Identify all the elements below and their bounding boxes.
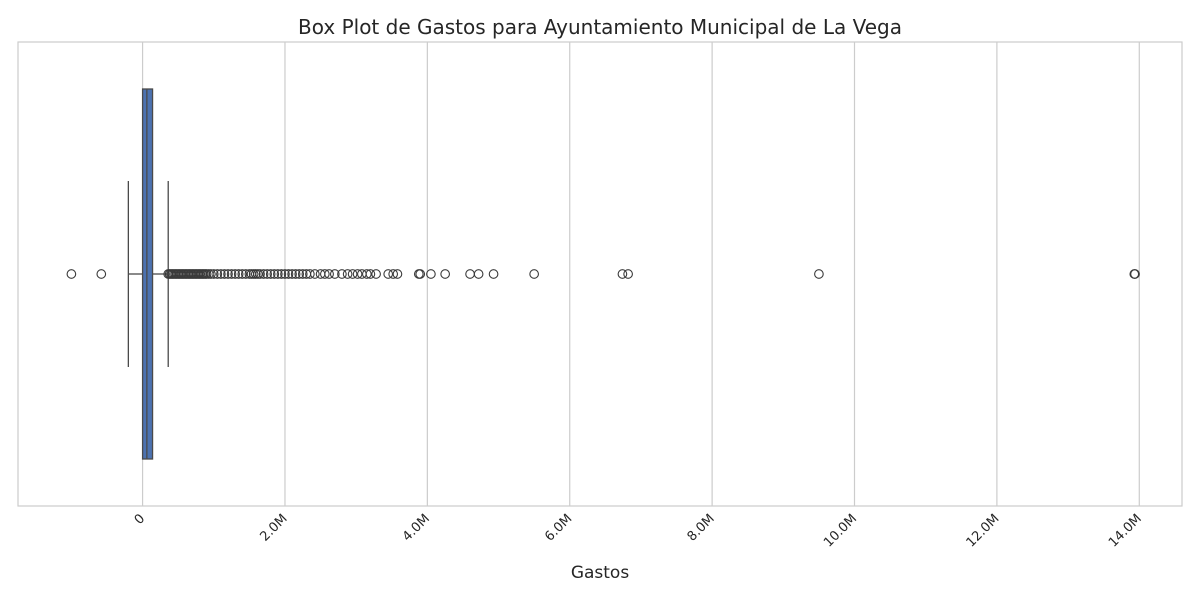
outlier-point-75 [383,269,394,279]
x-tick-label-4: 8.0M [685,511,718,544]
x-tick-label-6: 12.0M [964,511,1003,550]
outlier-point-81 [440,269,451,279]
outlier-point-1 [96,269,107,279]
outlier-point-52 [273,269,283,279]
outlier-point-56 [287,269,297,279]
chart-title: Box Plot de Gastos para Ayuntamiento Mun… [298,15,902,39]
box-plot-marks [66,88,1140,460]
outlier-point-32 [208,269,219,279]
x-tick-label-7: 14.0M [1106,511,1145,550]
outlier-point-87 [623,269,633,279]
outlier-point-83 [473,269,484,279]
outlier-point-55 [283,269,294,279]
x-axis-ticks: 0 2.0M 4.0M 6.0M 8.0M 10.0M 12.0M 14.0M [132,511,1145,550]
outlier-point-77 [392,269,403,279]
outlier-point-38 [230,269,240,279]
x-axis-label: Gastos [571,563,630,583]
outlier-point-33 [212,269,223,279]
outlier-point-48 [258,269,269,279]
outlier-point-36 [223,269,233,279]
plot-area-frame [17,41,1183,507]
outlier-point-70 [352,269,363,279]
outlier-point-51 [269,269,280,279]
outlier-point-79 [415,269,426,279]
outlier-point-40 [237,269,248,279]
outlier-point-72 [361,269,372,279]
outlier-point-53 [276,269,287,279]
outlier-point-66 [329,269,340,279]
x-tick-label-5: 10.0M [821,511,860,550]
outlier-point-58 [294,269,305,279]
outlier-point-47 [255,269,265,279]
outlier-point-39 [233,269,244,279]
outlier-point-61 [305,269,315,279]
outlier-point-88 [814,269,824,279]
outlier-point-90 [1130,269,1140,279]
outlier-point-74 [371,269,381,279]
outlier-point-50 [265,269,276,279]
outlier-point-64 [319,269,330,279]
grid-lines [141,42,1140,506]
outlier-point-68 [342,269,353,279]
iqr-box [141,88,154,460]
outlier-point-67 [337,269,347,279]
outlier-point-86 [617,269,628,279]
x-tick-label-2: 4.0M [400,511,433,544]
outlier-point-62 [310,269,320,279]
outlier-point-49 [262,269,273,279]
outlier-point-65 [324,269,334,279]
outlier-point-41 [240,269,251,279]
outlier-point-84 [488,269,499,279]
outlier-point-80 [426,269,436,279]
x-tick-label-0: 0 [132,511,148,527]
x-tick-label-1: 2.0M [257,511,290,544]
outlier-point-85 [529,269,539,279]
outlier-point-34 [216,269,226,279]
outlier-point-82 [465,269,475,279]
outlier-point-73 [365,269,376,279]
x-tick-label-3: 6.0M [542,511,575,544]
outlier-point-69 [347,269,358,279]
outlier-point-31 [206,269,216,279]
outlier-point-54 [280,269,290,279]
outlier-point-37 [226,269,237,279]
outlier-point-59 [297,269,308,279]
outlier-point-35 [219,269,230,279]
outlier-point-0 [66,269,77,279]
outlier-point-76 [388,269,399,279]
outlier-point-57 [290,269,301,279]
